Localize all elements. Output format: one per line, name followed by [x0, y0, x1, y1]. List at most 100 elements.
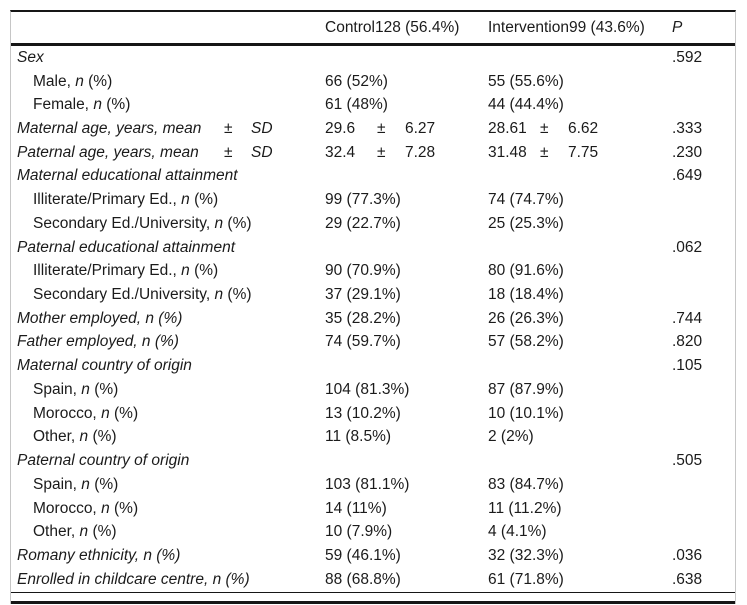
- plus-minus-symbol: ±: [540, 120, 549, 138]
- sd-value: 7.75: [568, 143, 599, 161]
- sd-label: SD: [251, 143, 273, 161]
- control-value-cell: 88 (68.8%): [325, 570, 401, 588]
- table-row: Spain, n (%) 103 (81.1%) 83 (84.7%): [11, 473, 735, 497]
- intervention-value-cell: 55 (55.6%): [488, 72, 564, 90]
- control-value-cell: 59 (46.1%): [325, 546, 401, 564]
- sd-value: 6.27: [405, 120, 436, 138]
- baseline-characteristics-table: Control128 (56.4%) Intervention99 (43.6%…: [10, 10, 736, 604]
- control-value-cell: 11 (8.5%): [325, 428, 392, 446]
- control-value-cell: 29 (22.7%): [325, 214, 401, 232]
- plus-minus-symbol: ±: [224, 143, 233, 161]
- intervention-value-cell: 83 (84.7%): [488, 475, 564, 493]
- table-row: Maternal country of origin .105: [11, 354, 735, 378]
- row-label-cell: Secondary Ed./University, n (%): [33, 286, 252, 304]
- p-value-cell: .230: [672, 143, 703, 161]
- intervention-value-cell: 18 (18.4%): [488, 286, 564, 304]
- table-bottom-rule: [11, 593, 735, 604]
- row-label-cell: Morocco, n (%): [33, 499, 139, 517]
- table-row: Morocco, n (%) 14 (11%) 11 (11.2%): [11, 497, 735, 521]
- table-row: Illiterate/Primary Ed., n (%) 90 (70.9%) 8…: [11, 259, 735, 283]
- p-value-cell: .505: [672, 452, 703, 470]
- table-row: Other, n (%) 10 (7.9%) 4 (4.1%): [11, 520, 735, 544]
- p-value-cell: .820: [672, 333, 703, 351]
- control-value-cell: 90 (70.9%): [325, 262, 401, 280]
- table-row: Other, n (%) 11 (8.5%) 2 (2%): [11, 426, 735, 450]
- control-value-cell: 29.6 ±6.27: [325, 120, 436, 138]
- control-value-cell: 13 (10.2%): [325, 404, 401, 422]
- row-label-cell: Maternal age, years, mean ± SD: [17, 120, 273, 138]
- row-label-cell: Female, n (%): [33, 96, 131, 114]
- control-value-cell: 103 (81.1%): [325, 475, 410, 493]
- intervention-value-cell: 28.61 ±6.62: [488, 120, 599, 138]
- plus-minus-symbol: ±: [377, 120, 386, 138]
- control-value-cell: 32.4 ±7.28: [325, 143, 436, 161]
- row-label-cell: Secondary Ed./University, n (%): [33, 214, 252, 232]
- p-value-cell: .649: [672, 167, 703, 185]
- row-label-cell: Maternal educational attainment: [17, 167, 238, 185]
- plus-minus-symbol: ±: [540, 143, 549, 161]
- table-row: Father employed, n (%) 74 (59.7%) 57 (58.2…: [11, 331, 735, 355]
- control-value-cell: 61 (48%): [325, 96, 388, 114]
- table-body: Sex .592 Male, n (%) 66 (52%) 55 (55.6%) Fema…: [11, 46, 735, 593]
- intervention-value-cell: 80 (91.6%): [488, 262, 564, 280]
- control-value-cell: 104 (81.3%): [325, 380, 410, 398]
- intervention-value-cell: 2 (2%): [488, 428, 534, 446]
- control-value-cell: 35 (28.2%): [325, 309, 401, 327]
- intervention-value-cell: 44 (44.4%): [488, 96, 564, 114]
- table-row: Spain, n (%) 104 (81.3%) 87 (87.9%): [11, 378, 735, 402]
- row-label-cell: Spain, n (%): [33, 475, 119, 493]
- table-header-row: Control128 (56.4%) Intervention99 (43.6%…: [11, 12, 735, 46]
- sd-label: SD: [251, 120, 273, 138]
- intervention-value-cell: 57 (58.2%): [488, 333, 564, 351]
- p-value-cell: .592: [672, 48, 703, 66]
- table-row: Mother employed, n (%) 35 (28.2%) 26 (26.3…: [11, 307, 735, 331]
- plus-minus-symbol: ±: [224, 120, 233, 138]
- plus-minus-symbol: ±: [377, 143, 386, 161]
- row-label-cell: Other, n (%): [33, 523, 117, 541]
- table-row: Male, n (%) 66 (52%) 55 (55.6%): [11, 70, 735, 94]
- intervention-value-cell: 32 (32.3%): [488, 546, 564, 564]
- table-row: Maternal educational attainment .649: [11, 165, 735, 189]
- row-label-cell: Enrolled in childcare centre, n (%): [17, 570, 250, 588]
- control-value-cell: 10 (7.9%): [325, 523, 393, 541]
- row-label-cell: Mother employed, n (%): [17, 309, 183, 327]
- control-value-cell: 14 (11%): [325, 499, 387, 517]
- intervention-value-cell: 61 (71.8%): [488, 570, 564, 588]
- p-value-cell: .036: [672, 546, 703, 564]
- header-intervention-column: Intervention99 (43.6%): [488, 18, 645, 36]
- table-row: Paternal country of origin .505: [11, 449, 735, 473]
- row-label-cell: Maternal country of origin: [17, 357, 192, 375]
- control-value-cell: 37 (29.1%): [325, 286, 401, 304]
- row-label-cell: Paternal age, years, mean ± SD: [17, 143, 273, 161]
- row-label-cell: Illiterate/Primary Ed., n (%): [33, 262, 219, 280]
- row-label-cell: Paternal country of origin: [17, 452, 190, 470]
- table-row: Secondary Ed./University, n (%) 37 (29.1%…: [11, 283, 735, 307]
- row-label-cell: Spain, n (%): [33, 380, 119, 398]
- intervention-value-cell: 31.48 ±7.75: [488, 143, 599, 161]
- table-row: Illiterate/Primary Ed., n (%) 99 (77.3%) 7…: [11, 188, 735, 212]
- table-row: Maternal age, years, mean ± SD 29.6 ±6.27 28.…: [11, 117, 735, 141]
- intervention-value-cell: 11 (11.2%): [488, 499, 562, 517]
- table-row: Paternal educational attainment .062: [11, 236, 735, 260]
- intervention-value-cell: 74 (74.7%): [488, 191, 564, 209]
- table-row: Romany ethnicity, n (%) 59 (46.1%) 32 (32.…: [11, 544, 735, 568]
- table-row: Morocco, n (%) 13 (10.2%) 10 (10.1%): [11, 402, 735, 426]
- table-row: Paternal age, years, mean ± SD 32.4 ±7.28 31.…: [11, 141, 735, 165]
- p-value-cell: .744: [672, 309, 703, 327]
- table-row: Sex .592: [11, 46, 735, 70]
- control-value-cell: 66 (52%): [325, 72, 388, 90]
- sd-value: 6.62: [568, 120, 599, 138]
- header-control-column: Control128 (56.4%): [325, 18, 460, 36]
- p-value-cell: .333: [672, 120, 703, 138]
- row-label-cell: Male, n (%): [33, 72, 113, 90]
- p-value-cell: .105: [672, 357, 703, 375]
- row-label-cell: Other, n (%): [33, 428, 117, 446]
- intervention-value-cell: 4 (4.1%): [488, 523, 547, 541]
- sd-value: 7.28: [405, 143, 436, 161]
- table-row: Enrolled in childcare centre, n (%) 88 (6…: [11, 568, 735, 592]
- row-label-cell: Father employed, n (%): [17, 333, 179, 351]
- intervention-value-cell: 87 (87.9%): [488, 380, 564, 398]
- p-value-cell: .062: [672, 238, 703, 256]
- intervention-value-cell: 25 (25.3%): [488, 214, 564, 232]
- table-row: Secondary Ed./University, n (%) 29 (22.7%…: [11, 212, 735, 236]
